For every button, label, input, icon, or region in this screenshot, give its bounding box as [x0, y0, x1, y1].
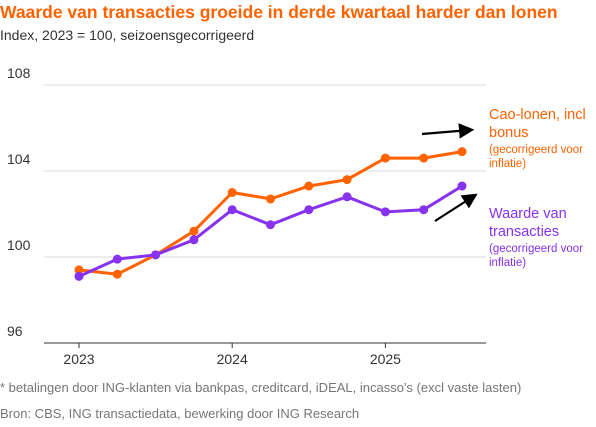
data-point-waarde-transacties-2023Q3: [151, 250, 161, 260]
legend-arrow-waarde-transacties: [434, 193, 478, 222]
y-tick-label-100: 100: [7, 237, 31, 253]
data-point-waarde-transacties-2023Q1: [74, 271, 84, 281]
x-tick-label-2023: 2023: [63, 351, 94, 367]
footnote: * betalingen door ING-klanten via bankpa…: [0, 380, 522, 395]
data-point-cao-lonen-2023Q1: [74, 265, 84, 275]
data-point-waarde-transacties-2024Q3: [304, 205, 314, 215]
data-point-cao-lonen-2024Q4: [342, 175, 352, 185]
legend-note-waarde-transacties-0: (gecorrigeerd voor: [489, 243, 583, 255]
chart-subtitle: Index, 2023 = 100, seizoensgecorrigeerd: [0, 27, 255, 43]
legend-label-cao-lonen-0: Cao-lonen, incl: [489, 107, 586, 123]
data-point-cao-lonen-2024Q2: [266, 194, 275, 204]
data-point-cao-lonen-2024Q3: [304, 181, 314, 191]
legend-note-cao-lonen-1: inflatie): [489, 158, 526, 170]
legend-note-cao-lonen-0: (gecorrigeerd voor: [489, 144, 583, 156]
data-point-cao-lonen-2025Q2: [419, 153, 429, 163]
legend-arrow-cao-lonen: [421, 123, 475, 139]
data-point-waarde-transacties-2024Q1: [227, 205, 237, 215]
legend-label-cao-lonen-1: bonus: [489, 125, 529, 141]
data-point-waarde-transacties-2025Q2: [419, 205, 429, 215]
data-point-waarde-transacties-2023Q2: [112, 254, 122, 264]
data-point-cao-lonen-2025Q3: [457, 147, 467, 157]
legend-label-waarde-transacties-1: transacties: [489, 224, 559, 240]
x-tick-label-2024: 2024: [217, 351, 248, 367]
data-point-cao-lonen-2023Q2: [112, 269, 122, 279]
data-point-waarde-transacties-2024Q4: [342, 192, 352, 202]
data-point-cao-lonen-2023Q4: [189, 226, 199, 236]
data-point-waarde-transacties-2024Q2: [266, 220, 275, 230]
legend-note-waarde-transacties-1: inflatie): [489, 257, 526, 269]
data-point-cao-lonen-2024Q1: [227, 188, 237, 197]
y-tick-label-108: 108: [7, 65, 31, 81]
data-point-cao-lonen-2025Q1: [380, 153, 390, 163]
data-point-waarde-transacties-2025Q1: [380, 207, 390, 217]
y-tick-label-96: 96: [7, 323, 23, 339]
legend-label-waarde-transacties-0: Waarde van: [489, 206, 567, 222]
data-point-waarde-transacties-2025Q3: [457, 181, 467, 191]
data-point-waarde-transacties-2023Q4: [189, 235, 199, 245]
y-tick-label-104: 104: [7, 151, 31, 167]
chart-title: Waarde van transacties groeide in derde …: [0, 2, 558, 22]
x-tick-label-2025: 2025: [370, 351, 401, 367]
source-note: Bron: CBS, ING transactiedata, bewerking…: [0, 406, 360, 421]
